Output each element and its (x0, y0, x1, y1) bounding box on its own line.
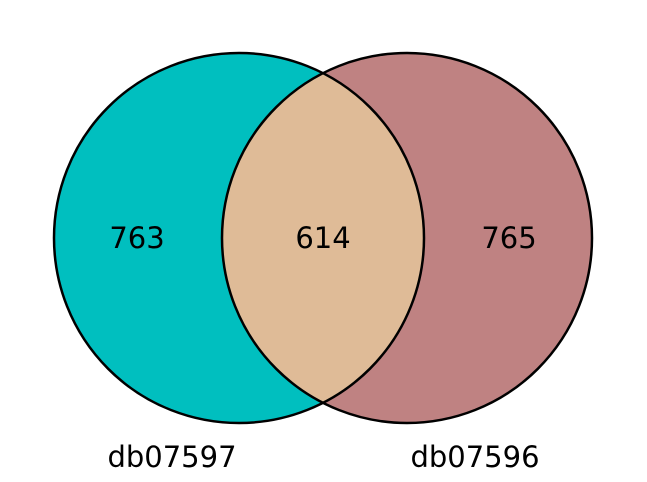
set-outline-left (52, 51, 426, 425)
count-right-only: 765 (481, 221, 536, 255)
count-left-only: 763 (109, 221, 164, 255)
set-label-right: db07596 (410, 440, 539, 474)
intersection-region (222, 53, 424, 423)
set-outline-right (220, 51, 594, 425)
set-label-left: db07597 (107, 440, 236, 474)
count-intersection: 614 (295, 221, 350, 255)
